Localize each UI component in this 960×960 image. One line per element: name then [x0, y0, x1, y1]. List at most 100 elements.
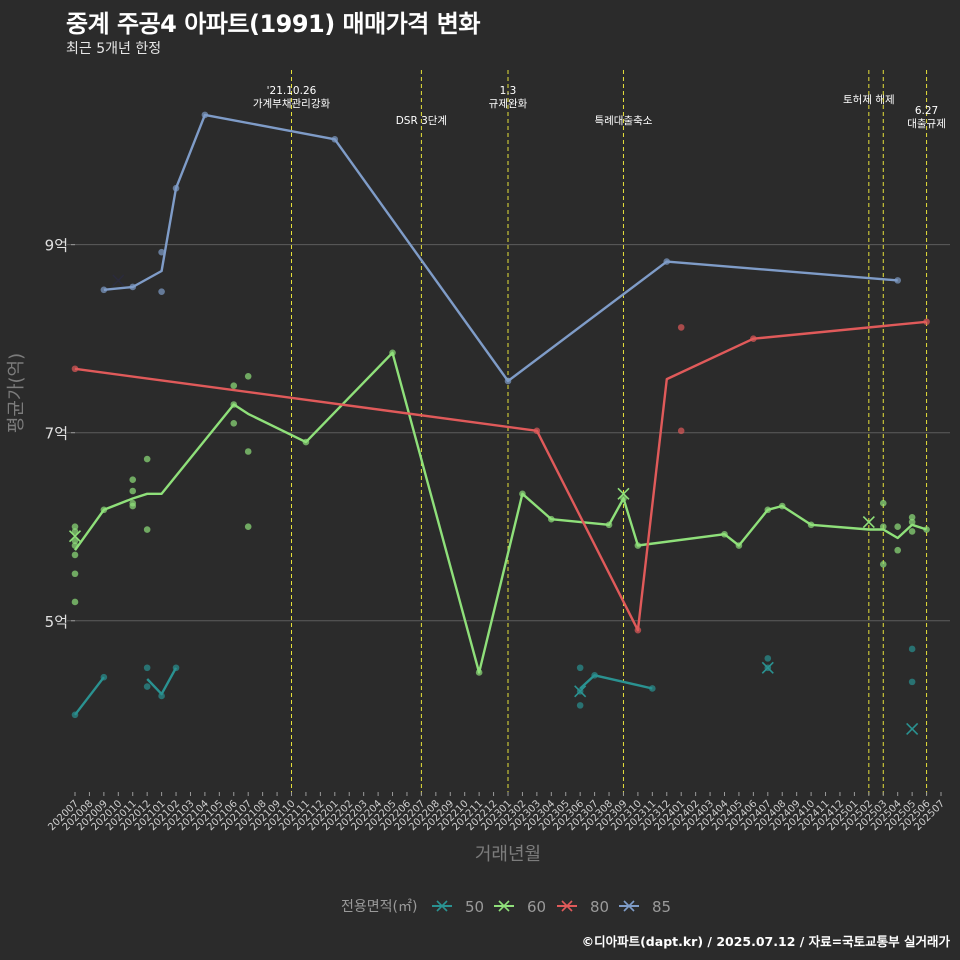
data-point — [244, 372, 252, 380]
event-label: DSR 3단계 — [396, 115, 447, 127]
data-point — [71, 528, 79, 535]
data-point — [576, 702, 584, 709]
y-tick-label: 5억 — [45, 613, 68, 631]
legend-swatch-cross — [436, 900, 448, 912]
data-point — [71, 570, 79, 578]
data-point — [634, 626, 642, 634]
event-label: 토허제 해제 — [843, 93, 895, 106]
series-lines — [68, 111, 930, 735]
data-point — [71, 537, 79, 545]
axes: 5억7억9억2020072020082020092020102020112020… — [6, 237, 947, 865]
chart-title: 중계 주공4 아파트(1991) 매매가격 변화 — [66, 10, 480, 38]
data-point — [100, 673, 108, 681]
data-point — [230, 382, 238, 389]
data-point — [172, 184, 180, 192]
data-point — [721, 530, 728, 538]
data-point — [143, 455, 151, 463]
data-point — [172, 664, 180, 672]
data-point — [71, 542, 79, 549]
data-point — [605, 521, 613, 529]
highlight-marker — [761, 661, 774, 674]
legend-item-80[interactable]: 80 — [557, 898, 609, 916]
data-point — [331, 136, 339, 143]
highlight-marker — [574, 685, 587, 698]
legend-item-85[interactable]: 85 — [619, 898, 671, 916]
data-point — [807, 521, 815, 529]
data-point — [100, 286, 108, 294]
data-point — [750, 335, 757, 342]
data-point — [735, 542, 743, 549]
series-85 — [100, 111, 901, 385]
data-point — [908, 514, 916, 521]
data-point — [143, 664, 151, 672]
y-tick-label: 7억 — [45, 425, 68, 443]
data-point — [158, 288, 165, 295]
legend-swatch-cross — [498, 900, 510, 912]
data-point — [548, 515, 555, 523]
series-50 — [71, 645, 919, 735]
data-point — [100, 506, 108, 514]
data-point — [677, 324, 685, 331]
legend-item-60[interactable]: 60 — [494, 898, 546, 916]
data-point — [533, 427, 541, 435]
data-point — [591, 671, 598, 679]
series-80-line — [74, 320, 927, 632]
data-point — [71, 598, 79, 606]
data-point — [894, 277, 901, 284]
data-point — [71, 711, 79, 719]
series-60-line — [74, 351, 927, 674]
highlight-marker — [862, 515, 875, 529]
data-point — [244, 448, 252, 455]
data-point — [71, 551, 79, 559]
highlight-marker — [617, 487, 630, 500]
data-point — [129, 487, 137, 495]
series-50-line — [74, 676, 105, 716]
data-point — [908, 528, 916, 535]
series-60 — [68, 349, 930, 676]
y-axis-title: 평균가(억) — [6, 353, 27, 433]
data-point — [879, 523, 887, 531]
event-label: '21.10.26 가계부채관리강화 — [253, 85, 331, 110]
legend-swatch-cross — [623, 900, 635, 912]
highlight-marker — [906, 722, 919, 735]
data-point — [649, 685, 656, 692]
data-point — [620, 495, 627, 502]
data-point — [389, 349, 396, 357]
data-point — [244, 523, 252, 531]
data-point — [519, 490, 526, 498]
legend-label: 80 — [590, 898, 609, 916]
data-point — [879, 561, 887, 568]
data-point — [923, 526, 930, 533]
series-80 — [71, 318, 930, 634]
data-point — [504, 377, 512, 385]
data-point — [230, 401, 238, 408]
series-50-line — [579, 674, 653, 690]
data-point — [475, 669, 483, 676]
data-point — [908, 645, 916, 653]
legend: 전용면적(㎡) 50 60 80 85 — [341, 898, 671, 916]
legend-label: 50 — [465, 898, 484, 916]
legend-swatch-cross — [561, 900, 573, 912]
data-point — [71, 523, 79, 531]
chart-subtitle: 최근 5개년 한정 — [66, 41, 162, 57]
legend-label: 85 — [652, 898, 671, 916]
data-point — [778, 502, 786, 510]
event-label: 1.3 규제완화 — [489, 85, 528, 110]
grid-lines — [67, 244, 950, 622]
data-point — [129, 502, 137, 510]
highlight-marker — [112, 274, 125, 287]
legend-item-50[interactable]: 50 — [432, 898, 484, 916]
event-label: 특례대출축소 — [594, 115, 652, 127]
data-point — [908, 518, 916, 526]
event-label: 6.27 대출규제 — [907, 105, 946, 130]
data-point — [894, 523, 901, 531]
data-point — [634, 542, 642, 549]
data-point — [764, 655, 772, 662]
legend-title: 전용면적(㎡) — [341, 899, 417, 915]
data-point — [143, 526, 151, 533]
data-point — [894, 546, 901, 554]
x-axis-title: 거래년월 — [475, 844, 541, 865]
data-point — [201, 111, 209, 119]
